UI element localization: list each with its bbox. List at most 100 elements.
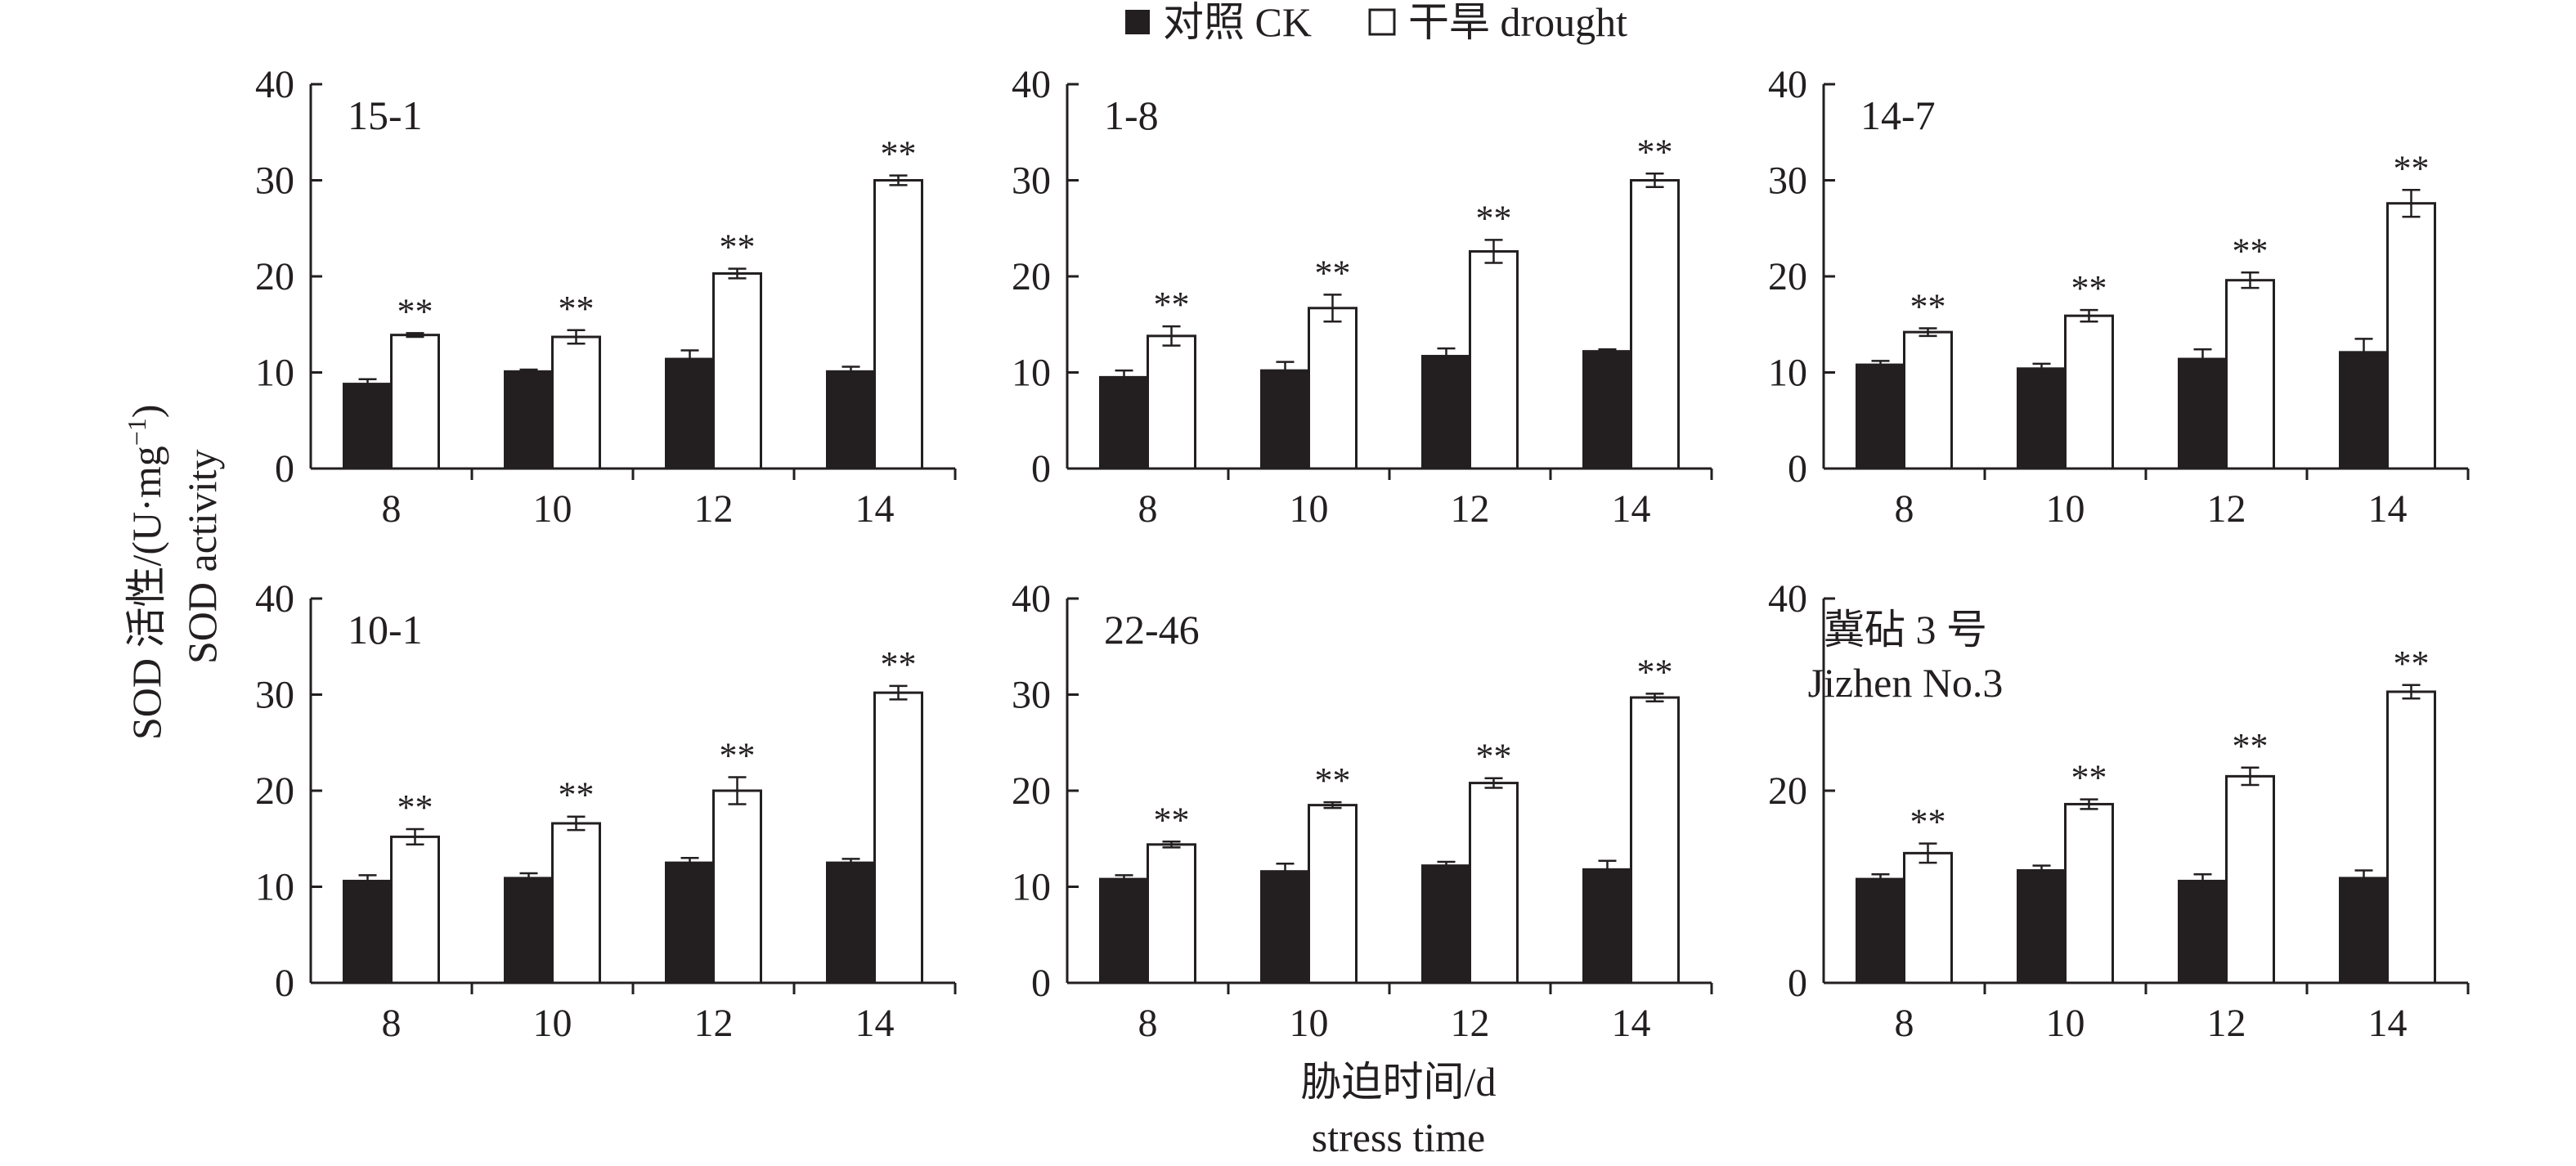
bar-drought	[712, 271, 762, 470]
x-axis-label-en: stress time	[1312, 1114, 1485, 1160]
x-tick-label: 14	[855, 1002, 895, 1045]
y-tick-label: 40	[1768, 63, 1807, 106]
bar-drought	[2386, 202, 2436, 470]
y-tick-label: 20	[255, 255, 294, 298]
bar-ck	[1421, 864, 1471, 984]
y-tick-label: 30	[1012, 159, 1051, 203]
bar-drought	[712, 789, 762, 984]
bar-ck	[2017, 367, 2067, 470]
bar-ck	[1582, 350, 1632, 470]
bar-ck	[1099, 877, 1149, 984]
significance-label: **	[720, 227, 756, 267]
x-axis-label: 胁迫时间/d stress time	[1301, 1059, 1497, 1160]
y-tick-label: 10	[1012, 866, 1051, 909]
bar-ck	[343, 383, 393, 470]
significance-label: **	[397, 291, 433, 331]
x-tick-label: 8	[1138, 487, 1158, 531]
bar-drought	[551, 822, 601, 984]
bar-ck	[665, 861, 715, 984]
y-tick-label: 0	[1788, 447, 1807, 491]
bar-ck	[504, 877, 554, 984]
bar-ck	[1099, 375, 1149, 470]
panel-subtitle: Jizhen No.3	[1808, 660, 2004, 706]
panel-5: 0 10 20 30 40 8 ** 10 ** 12 ** 14 ** 22-46	[1012, 577, 1713, 1045]
x-tick-label: 8	[1895, 1002, 1914, 1045]
bar-ck	[2178, 357, 2228, 470]
x-tick-label: 8	[1895, 487, 1914, 531]
significance-label: **	[559, 775, 595, 815]
bar-ck	[2178, 879, 2228, 984]
bar-drought	[1903, 851, 1953, 984]
bar-drought	[1630, 179, 1680, 470]
y-axis-label-en: SOD activity	[179, 450, 225, 664]
bar-drought	[1630, 696, 1680, 984]
y-tick-label: 30	[255, 159, 294, 203]
significance-label: **	[1476, 737, 1512, 777]
y-tick-label: 40	[255, 577, 294, 621]
bar-ck	[1856, 877, 1905, 984]
bar-ck	[665, 357, 715, 470]
x-tick-label: 14	[2368, 487, 2408, 531]
x-tick-label: 10	[533, 1002, 572, 1045]
y-tick-label: 30	[255, 674, 294, 717]
bar-drought	[2064, 802, 2114, 984]
bar-drought	[1469, 249, 1519, 470]
significance-label: **	[1637, 132, 1673, 172]
bar-ck	[504, 370, 554, 470]
significance-label: **	[559, 289, 595, 329]
y-tick-label: 30	[1012, 674, 1051, 717]
x-tick-label: 12	[2207, 1002, 2246, 1045]
y-tick-label: 40	[1012, 577, 1051, 621]
x-tick-label: 8	[1138, 1002, 1158, 1045]
panel-1: 0 10 20 30 40 8 ** 10 ** 12 ** 14 ** 15-1	[255, 63, 957, 531]
y-tick-label: 10	[1012, 352, 1051, 395]
x-tick-label: 12	[694, 1002, 734, 1045]
legend-ck-label: 对照 CK	[1163, 0, 1312, 45]
y-tick-label: 0	[1031, 447, 1051, 491]
panel-6: 0 20 40 8 ** 10 ** 12 ** 14 ** 冀砧 3 号 Jizhen No.3	[1768, 577, 2470, 1045]
panel-3: 0 10 20 30 40 8 ** 10 ** 12 ** 14 ** 14-7	[1768, 63, 2470, 531]
bar-drought	[873, 691, 923, 984]
panel-title: 10-1	[348, 607, 423, 653]
y-tick-label: 20	[1012, 769, 1051, 813]
significance-label: **	[1910, 286, 1946, 326]
x-tick-label: 8	[382, 487, 402, 531]
bar-drought	[1147, 334, 1196, 470]
bar-drought	[1308, 804, 1358, 984]
bar-drought	[551, 335, 601, 470]
panel-2: 0 10 20 30 40 8 ** 10 ** 12 ** 14 ** 1-8	[1012, 63, 1713, 531]
x-tick-label: 12	[1451, 1002, 1490, 1045]
significance-label: **	[881, 644, 917, 684]
y-tick-label: 40	[255, 63, 294, 106]
y-tick-label: 10	[1768, 352, 1807, 395]
bar-ck	[2339, 351, 2389, 470]
significance-label: **	[2394, 148, 2430, 188]
legend-ck-swatch	[1125, 10, 1150, 34]
significance-label: **	[1154, 800, 1190, 840]
x-tick-label: 14	[1612, 1002, 1651, 1045]
panel-title: 1-8	[1104, 92, 1159, 138]
y-tick-label: 40	[1768, 577, 1807, 621]
significance-label: **	[1476, 198, 1512, 238]
x-tick-label: 10	[1290, 1002, 1329, 1045]
panel-title: 22-46	[1104, 607, 1200, 653]
bar-ck	[826, 370, 876, 470]
bar-ck	[2339, 877, 2389, 984]
x-tick-label: 10	[1290, 487, 1329, 531]
significance-label: **	[2394, 644, 2430, 684]
y-tick-label: 10	[255, 866, 294, 909]
significance-label: **	[1154, 285, 1190, 325]
bar-drought	[1308, 307, 1358, 470]
y-tick-label: 20	[1012, 255, 1051, 298]
legend-drought-label: 干旱 drought	[1408, 0, 1627, 45]
y-tick-label: 0	[275, 962, 294, 1005]
bar-drought	[1147, 843, 1196, 984]
bar-ck	[1260, 369, 1310, 470]
bar-drought	[1469, 782, 1519, 984]
bar-drought	[2225, 774, 2275, 984]
significance-label: **	[2071, 268, 2107, 308]
significance-label: **	[1315, 760, 1351, 801]
significance-label: **	[881, 134, 917, 174]
significance-label: **	[397, 787, 433, 827]
